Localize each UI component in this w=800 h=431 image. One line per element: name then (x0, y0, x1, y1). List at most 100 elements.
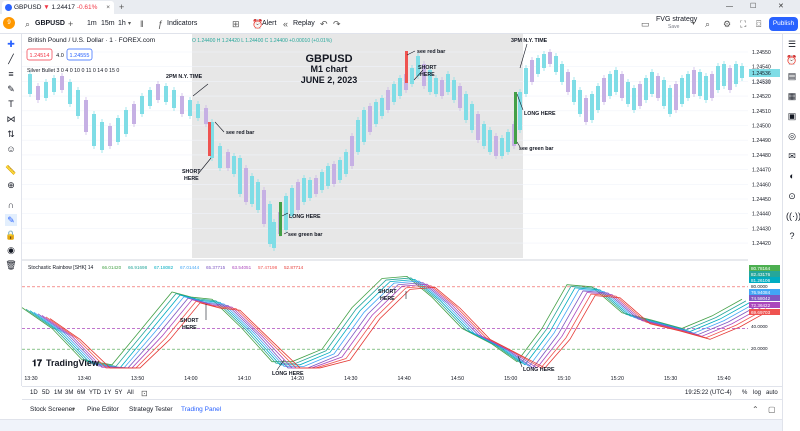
tab-close-icon[interactable]: × (106, 4, 110, 11)
candle-body (350, 136, 354, 166)
tab-stock-screener[interactable]: Stock Screener (30, 406, 75, 413)
candle-body (148, 90, 152, 106)
watchlist-icon[interactable]: ☰ (787, 39, 797, 49)
minimize-icon[interactable]: — (726, 3, 733, 10)
range-1d[interactable]: 1D (30, 390, 38, 396)
zoom-icon[interactable]: ⊕ (7, 180, 15, 190)
avatar[interactable]: 9 (3, 17, 15, 29)
text-icon[interactable]: T (8, 99, 14, 109)
ideas-icon[interactable]: ◎ (788, 131, 796, 141)
range-5y[interactable]: 5Y (115, 390, 123, 396)
range-ytd[interactable]: YTD (89, 390, 101, 396)
chart-type-icon[interactable]: ǁ (140, 19, 144, 29)
maximize-icon[interactable]: ☐ (750, 3, 757, 10)
emoji-icon[interactable]: ☺ (6, 144, 16, 154)
help-icon[interactable]: ? (789, 231, 795, 241)
tab-strategy-tester[interactable]: Strategy Tester (129, 406, 173, 413)
time-label: 14:10 (238, 376, 251, 382)
camera-icon[interactable]: ⌼ (756, 19, 762, 29)
indicators-icon[interactable]: ƒ (158, 19, 164, 29)
alerts-icon[interactable]: ⏰ (786, 55, 798, 65)
undo-icon[interactable]: ↶ (320, 19, 328, 29)
tab-pine-editor[interactable]: Pine Editor (87, 406, 119, 413)
log-toggle[interactable]: log (753, 390, 762, 396)
candle-body (140, 96, 144, 114)
strategy-dropdown-icon[interactable]: ▾ (692, 21, 696, 27)
range-5d[interactable]: 5D (42, 390, 50, 396)
candle-body (226, 152, 230, 168)
oscillator-scale[interactable]: 80.7816482.4317681.2610680.000076.940847… (749, 265, 780, 351)
redo-icon[interactable]: ↷ (333, 19, 341, 29)
publish-button[interactable]: Publish (769, 17, 798, 31)
chart-canvas[interactable]: 1.24550 1.24540 1.24530 1.24520 1.24510 1.245… (22, 34, 782, 386)
search-symbol-icon[interactable]: ⌕ (705, 19, 711, 29)
streams-icon[interactable]: ◐ (789, 171, 795, 181)
price-scale[interactable]: 1.24550 1.24540 1.24530 1.24520 1.24510 1.245… (749, 50, 780, 247)
candle-body (36, 86, 40, 100)
indicator-legend[interactable]: Silver Bullet 3 0 4 0 10 0 11 0 14 0 15 … (27, 68, 119, 74)
notification-icon[interactable]: ⊙ (788, 191, 796, 201)
interval-15m[interactable]: 15m (101, 20, 115, 27)
settings-gear-icon[interactable]: ⚙ (723, 19, 732, 29)
layout-icon[interactable]: ▭ (641, 19, 650, 29)
crosshair-icon[interactable]: ✚ (7, 39, 15, 49)
browser-tab[interactable]: GBPUSD ▼ 1.24417 -0.61% × (2, 1, 114, 14)
alert-icon[interactable]: ⏰ (252, 19, 264, 29)
pattern-icon[interactable]: ⋈ (6, 114, 16, 124)
ask-price[interactable]: 1.24555 (70, 53, 90, 59)
replay-icon[interactable]: « (283, 19, 289, 29)
bid-button[interactable] (26, 48, 53, 61)
indicators-button[interactable]: Indicators (167, 20, 198, 27)
time-scale[interactable]: 13:30 13:40 13:50 14:00 14:10 14:20 14:30 14:40… (24, 376, 730, 382)
brush-icon[interactable]: ✎ (7, 84, 15, 94)
datawindow-icon[interactable]: ▤ (787, 71, 797, 81)
chat-icon[interactable]: ✉ (788, 151, 796, 161)
new-tab-button[interactable]: + (119, 2, 125, 12)
templates-icon[interactable]: ⊞ (232, 19, 240, 29)
interval-1h[interactable]: 1h (118, 20, 126, 27)
bid-price[interactable]: 1.24514 (30, 53, 50, 59)
ruler-icon[interactable]: 📏 (5, 165, 17, 175)
interval-1m[interactable]: 1m (87, 20, 97, 27)
oscillator-title[interactable]: Stochastic Rainbow [SHK] 14 (28, 265, 94, 271)
range-3m[interactable]: 3M (65, 390, 74, 396)
magnet-icon[interactable]: ∩ (7, 200, 15, 210)
alert-button[interactable]: Alert (262, 20, 277, 27)
screener-dropdown-icon[interactable]: ▾ (72, 407, 76, 413)
trendline-icon[interactable]: ╱ (8, 54, 14, 64)
legend-title[interactable]: British Pound / U.S. Dollar · 1 · FOREX.… (28, 37, 155, 44)
range-6m[interactable]: 6M (77, 390, 86, 396)
candle-body (500, 138, 504, 156)
calendar-icon[interactable]: ▣ (787, 111, 797, 121)
interval-dropdown-icon[interactable]: ▾ (128, 21, 132, 27)
fib-icon[interactable]: ≡ (8, 69, 14, 79)
draw-lock-icon[interactable]: ✎ (5, 214, 17, 226)
broadcast-icon[interactable]: ((·)) (786, 211, 800, 221)
forecast-icon[interactable]: ⇅ (7, 129, 15, 139)
eye-icon[interactable]: ◉ (7, 245, 15, 255)
search-icon[interactable]: ⌕ (25, 19, 31, 29)
trash-icon[interactable]: 🗑 (5, 260, 17, 270)
clock[interactable]: 19:25:22 (UTC-4) (685, 390, 732, 396)
tab-trading-panel[interactable]: Trading Panel (181, 406, 222, 413)
range-all[interactable]: All (127, 390, 134, 396)
chart-area[interactable]: 1.24550 1.24540 1.24530 1.24520 1.24510 1.245… (22, 34, 782, 386)
collapse-icon[interactable]: ⌃ (752, 405, 759, 414)
percent-toggle[interactable]: % (742, 390, 748, 396)
news-icon[interactable]: ▦ (787, 91, 797, 101)
maximize-panel-icon[interactable]: ▢ (768, 405, 776, 414)
candle-body (320, 172, 324, 190)
replay-button[interactable]: Replay (293, 20, 315, 27)
strategy-name[interactable]: FVG strategy (656, 16, 698, 23)
fullscreen-icon[interactable]: ⛶ (740, 19, 747, 29)
symbol-search[interactable]: GBPUSD (35, 20, 65, 27)
range-1m[interactable]: 1M (54, 390, 63, 396)
goto-date-icon[interactable]: ⊡ (141, 389, 148, 398)
lock-icon[interactable]: 🔒 (5, 230, 17, 240)
window-close-icon[interactable]: ✕ (778, 3, 784, 10)
auto-toggle[interactable]: auto (766, 390, 778, 396)
arrow-line (283, 231, 289, 235)
compare-add-icon[interactable]: + (68, 19, 74, 29)
ask-button[interactable] (66, 48, 93, 61)
range-1y[interactable]: 1Y (104, 390, 112, 396)
